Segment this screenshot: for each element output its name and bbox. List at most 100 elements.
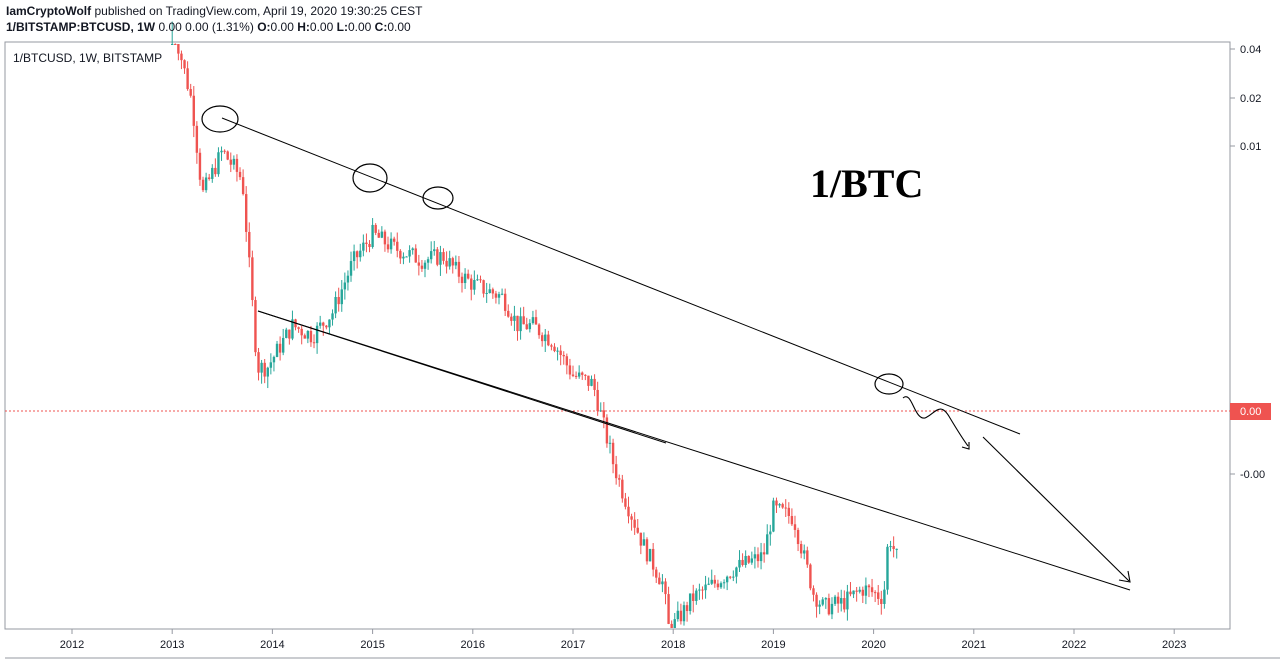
candle-body [281, 337, 285, 353]
candle-body [466, 273, 470, 279]
price-axis: 0.04 0.02 0.01 -0.00 [1230, 44, 1265, 481]
candle-body [315, 325, 319, 344]
candle-body [531, 317, 535, 324]
candle-body [877, 592, 880, 599]
publish-line: IamCryptoWolf published on TradingView.c… [6, 3, 422, 19]
candle-body [448, 258, 451, 267]
y-tick-label: 0.02 [1240, 93, 1261, 105]
candle-body [836, 596, 840, 604]
candle-body [756, 554, 760, 562]
candle-body [611, 442, 615, 465]
symbol-name: 1/BITSTAMP:BTCUSD, 1W [6, 20, 156, 34]
candle-body [883, 589, 886, 604]
candle-body [725, 576, 729, 583]
x-tick-label: 2013 [160, 639, 184, 651]
candle-body [710, 579, 713, 584]
candle-body [325, 325, 328, 328]
candle-body [584, 374, 587, 376]
candle-body [849, 591, 852, 595]
candle-body [503, 293, 507, 311]
candle-body [343, 282, 347, 290]
candle-body [655, 569, 658, 578]
candle-body [318, 322, 322, 326]
candle-body [328, 319, 331, 328]
candle-body [608, 442, 612, 444]
candle-body [349, 261, 353, 276]
candle-body [716, 583, 720, 588]
candle-body [793, 524, 797, 530]
candle-body [392, 238, 396, 242]
candle-body [365, 242, 368, 244]
candle-body [396, 241, 399, 251]
candle-body [824, 598, 828, 600]
time-axis: 2012 2013 2014 2015 2016 2017 2018 2019 2020 2021… [60, 629, 1186, 651]
plot-area [4, 41, 1231, 630]
candle-body [744, 555, 747, 565]
candle-body [799, 544, 803, 554]
current-price-tag-bg [1230, 403, 1271, 420]
candle-body [864, 585, 868, 596]
candle-body [559, 350, 562, 356]
candle-body [399, 250, 402, 259]
candle-body [855, 590, 858, 592]
candle-body [488, 289, 491, 293]
candle-body [171, 44, 174, 45]
candle-body [383, 231, 387, 245]
candle-body [263, 362, 266, 377]
candle-body [803, 550, 806, 554]
candle-body [312, 342, 316, 344]
candle-body [238, 171, 242, 178]
candle-body [232, 158, 236, 165]
candle-body [309, 331, 313, 343]
candle-body [439, 252, 442, 265]
candle-body [386, 244, 390, 250]
projection-arrowhead-2 [1118, 570, 1131, 583]
candle-body [544, 334, 547, 342]
candle-body [272, 356, 276, 363]
candle-body [214, 167, 217, 175]
candle-body [602, 410, 606, 418]
candle-body [534, 317, 538, 325]
candle-body [368, 243, 371, 247]
publish-info: published on TradingView.com, April 19, … [94, 4, 423, 18]
candle-body [426, 259, 430, 263]
candle-body [355, 251, 359, 258]
author-name[interactable]: IamCryptoWolf [6, 4, 92, 18]
candle-body [614, 464, 618, 479]
candle-body [362, 242, 365, 251]
candle-body [226, 151, 229, 160]
candle-body [211, 167, 214, 179]
candle-body [781, 504, 784, 508]
symbol-line: 1/BITSTAMP:BTCUSD, 1W 0.00 0.00 (1.31%) … [6, 19, 422, 35]
x-tick-label: 2021 [962, 639, 986, 651]
candle-body [658, 577, 661, 585]
candle-body [759, 552, 763, 562]
candle-body [892, 546, 895, 549]
candle-body [423, 262, 427, 269]
x-tick-label: 2022 [1062, 639, 1086, 651]
candle-body [741, 559, 744, 565]
candle-body [491, 289, 495, 294]
projection-arrow-long [982, 436, 1130, 582]
candle-body [266, 367, 269, 377]
candle-body [254, 300, 257, 353]
candle-body [436, 249, 439, 265]
candle-body [485, 292, 488, 294]
candle-body [738, 559, 741, 568]
x-tick-label: 2017 [561, 639, 585, 651]
candle-body [886, 546, 889, 590]
candle-body [414, 248, 417, 263]
candle-body [605, 417, 609, 444]
candle-body [867, 585, 871, 588]
candle-body [417, 262, 421, 266]
close-value: 0.00 [387, 20, 411, 34]
candle-body [769, 531, 772, 535]
touch-circle-4 [874, 373, 904, 395]
candle-body [405, 256, 408, 258]
candle-body [852, 590, 855, 595]
candle-body [873, 592, 877, 594]
candle-body [753, 554, 757, 559]
candle-body [174, 44, 177, 45]
candle-body [300, 328, 303, 336]
